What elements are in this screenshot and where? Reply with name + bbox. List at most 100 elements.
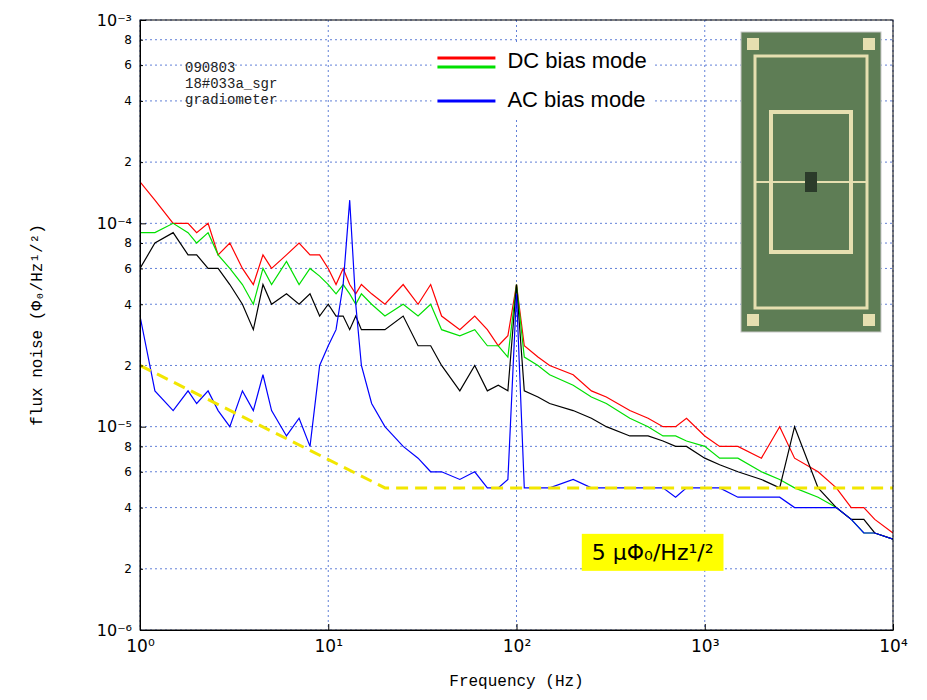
y-tick: 2 — [124, 359, 143, 373]
y-tick: 10⁻⁵ — [97, 417, 146, 436]
y-tick-label: 4 — [124, 501, 132, 515]
y-grid-line — [140, 568, 893, 569]
chip-photo — [741, 32, 881, 332]
legend-label: AC bias mode — [507, 87, 645, 112]
y-tick-mark — [140, 40, 143, 41]
x-tick-mark — [328, 624, 329, 630]
y-tick-label: 10⁻⁶ — [97, 621, 132, 640]
y-tick: 6 — [124, 58, 143, 72]
y-tick-mark — [140, 101, 143, 102]
y-tick-label: 8 — [124, 236, 132, 250]
y-tick: 6 — [124, 465, 143, 479]
chip-pad — [747, 314, 759, 326]
x-tick-label: 10¹ — [315, 636, 343, 656]
y-tick: 8 — [124, 33, 143, 47]
y-tick: 8 — [124, 440, 143, 454]
y-tick: 4 — [124, 501, 143, 515]
y-tick-label: 6 — [124, 465, 132, 479]
x-tick: 10³ — [691, 624, 719, 656]
y-tick-mark — [140, 472, 143, 473]
x-grid-line — [328, 20, 329, 630]
series-line — [140, 200, 893, 539]
series-line — [140, 223, 893, 539]
y-tick-mark — [140, 569, 143, 570]
y-tick: 8 — [124, 236, 143, 250]
y-tick-mark — [140, 365, 143, 366]
y-tick-label: 10⁻⁵ — [97, 417, 132, 436]
plot-frame — [140, 20, 893, 630]
note-line: gradiometer — [185, 92, 277, 108]
y-tick-mark — [140, 65, 143, 66]
note-line: 090803 — [185, 60, 235, 76]
level-label-box — [582, 534, 724, 571]
level-annotation: 5 μΦ₀/Hz¹/² — [582, 534, 724, 571]
y-tick-label: 2 — [124, 562, 132, 576]
grid — [140, 20, 893, 630]
x-tick-label: 10³ — [691, 636, 719, 656]
y-tick-label: 6 — [124, 262, 132, 276]
y-tick-label: 2 — [124, 155, 132, 169]
chip-pad — [863, 314, 875, 326]
legend-swatch — [437, 100, 495, 103]
plot-lines — [140, 182, 893, 539]
x-tick-mark — [893, 624, 894, 630]
x-tick: 10² — [503, 624, 531, 656]
y-tick-mark — [140, 20, 146, 21]
y-axis-line — [140, 21, 141, 631]
legend-swatch — [437, 66, 495, 69]
y-tick-label: 4 — [124, 298, 132, 312]
y-tick-label: 10⁻³ — [97, 11, 132, 30]
legend: DC bias mode AC bias mode — [431, 42, 652, 118]
y-tick-mark — [140, 304, 143, 305]
y-tick-mark — [140, 162, 143, 163]
x-tick: 10¹ — [315, 624, 343, 656]
y-tick-label: 10⁻⁴ — [97, 214, 132, 233]
y-tick-mark — [140, 446, 143, 447]
plot-background — [140, 20, 893, 630]
x-axis: 10⁰10¹10²10³10⁴ — [126, 624, 908, 656]
y-tick: 4 — [124, 298, 143, 312]
level-label: 5 μΦ₀/Hz¹/² — [592, 540, 714, 565]
x-axis-line — [141, 630, 894, 631]
chip-body — [741, 32, 881, 332]
y-tick-mark — [140, 243, 143, 244]
chip-pad — [863, 38, 875, 50]
y-tick: 10⁻³ — [97, 11, 146, 30]
chip-junction — [805, 172, 817, 192]
legend-background — [431, 42, 652, 118]
x-tick-mark — [517, 624, 518, 630]
y-grid-line — [140, 507, 893, 508]
legend-swatch — [437, 57, 495, 60]
y-tick-label: 2 — [124, 359, 132, 373]
note-line: 18#033a_sgr — [185, 76, 277, 92]
y-tick: 2 — [124, 562, 143, 576]
legend-label: DC bias mode — [507, 48, 646, 73]
y-tick-mark — [140, 427, 146, 428]
y-tick-label: 6 — [124, 58, 132, 72]
y-tick-mark — [140, 223, 146, 224]
guide-line — [140, 365, 893, 487]
x-tick-label: 10⁴ — [879, 636, 908, 656]
x-axis-title: Frequency (Hz) — [449, 673, 583, 691]
y-tick-mark — [140, 630, 146, 631]
y-axis-title: flux noise (Φ₀/Hz¹/²) — [29, 224, 47, 426]
x-tick-label: 10² — [503, 636, 531, 656]
notes: 09080318#033a_sgrgradiometer — [185, 60, 277, 108]
chart: 10⁰10¹10²10³10⁴10⁻³864210⁻⁴864210⁻⁵86421… — [0, 0, 927, 700]
x-tick: 10⁴ — [879, 624, 908, 656]
y-tick-label: 4 — [124, 94, 132, 108]
y-tick-mark — [140, 508, 143, 509]
chip-pad — [747, 38, 759, 50]
y-tick: 10⁻⁴ — [97, 214, 146, 233]
y-axis: 10⁻³ 8 6 4 2 10⁻⁴ 8 6 4 2 10⁻⁵ 8 6 4 2 10⁻⁶ — [97, 11, 146, 640]
y-tick: 6 — [124, 262, 143, 276]
y-tick: 4 — [124, 94, 143, 108]
x-tick-mark — [705, 624, 706, 630]
y-tick-label: 8 — [124, 33, 132, 47]
y-tick: 10⁻⁶ — [97, 621, 146, 640]
y-tick: 2 — [124, 155, 143, 169]
series-line — [140, 233, 893, 539]
chip-frame — [755, 56, 867, 308]
y-tick-mark — [140, 268, 143, 269]
y-tick-label: 8 — [124, 440, 132, 454]
